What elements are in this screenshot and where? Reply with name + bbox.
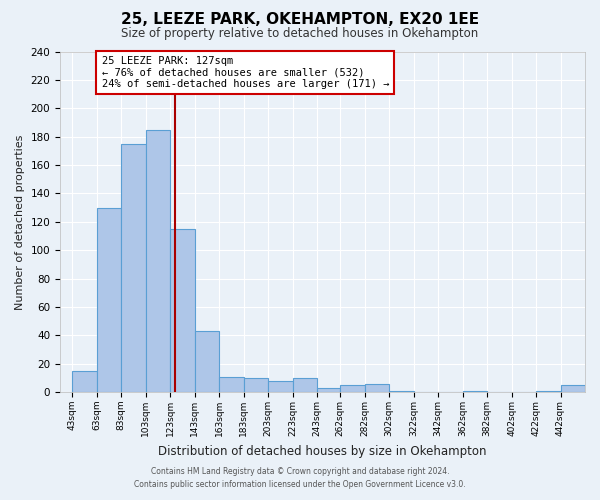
Bar (293, 378, 317, 392)
Bar (268, 381, 293, 392)
Bar (146, 130, 170, 392)
Bar (194, 331, 219, 392)
Bar (317, 388, 340, 392)
Bar (219, 376, 244, 392)
Bar (244, 378, 268, 392)
Bar (121, 144, 146, 392)
Bar (463, 390, 487, 392)
Text: Size of property relative to detached houses in Okehampton: Size of property relative to detached ho… (121, 28, 479, 40)
X-axis label: Distribution of detached houses by size in Okehampton: Distribution of detached houses by size … (158, 444, 487, 458)
Bar (365, 384, 389, 392)
Text: 25, LEEZE PARK, OKEHAMPTON, EX20 1EE: 25, LEEZE PARK, OKEHAMPTON, EX20 1EE (121, 12, 479, 28)
Y-axis label: Number of detached properties: Number of detached properties (15, 134, 25, 310)
Bar (389, 390, 413, 392)
Bar (340, 385, 365, 392)
Bar (536, 390, 560, 392)
Text: Contains HM Land Registry data © Crown copyright and database right 2024.
Contai: Contains HM Land Registry data © Crown c… (134, 468, 466, 489)
Bar (97, 208, 121, 392)
Bar (560, 385, 585, 392)
Bar (72, 371, 97, 392)
Bar (170, 229, 194, 392)
Text: 25 LEEZE PARK: 127sqm
← 76% of detached houses are smaller (532)
24% of semi-det: 25 LEEZE PARK: 127sqm ← 76% of detached … (101, 56, 389, 89)
